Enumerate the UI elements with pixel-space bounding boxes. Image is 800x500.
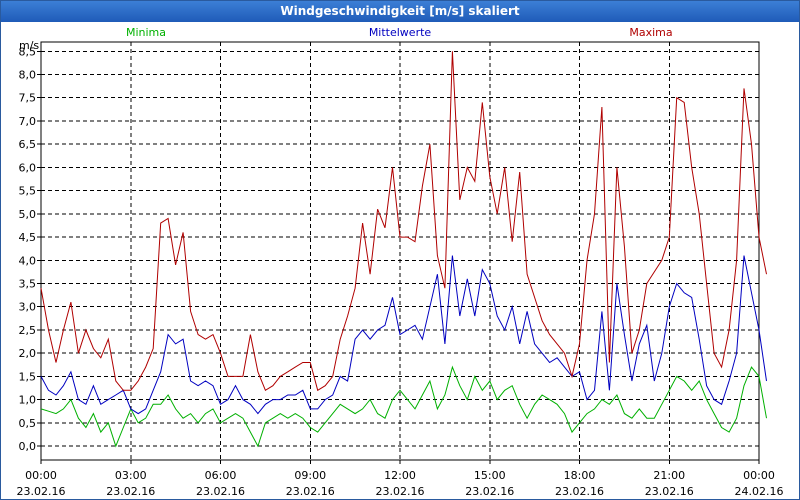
legend: Minima Mittelwerte Maxima — [126, 26, 673, 39]
y-axis-label: m/s — [19, 39, 39, 52]
y-tick-label: 4,5 — [19, 231, 37, 244]
x-tick-time: 00:00 — [25, 469, 57, 482]
y-axis-ticks: 0,0 0,5 1,0 1,5 2,0 2,5 3,0 3,5 4,0 4,5 5,0 5,5 6,0 6… — [19, 45, 41, 453]
legend-entry-mittelwerte: Mittelwerte — [369, 26, 432, 39]
grid — [41, 42, 759, 460]
y-tick-label: 5,0 — [19, 208, 37, 221]
x-tick-time: 21:00 — [653, 469, 685, 482]
y-tick-label: 2,0 — [19, 347, 37, 360]
y-tick-label: 8,0 — [19, 69, 37, 82]
chart-title: Windgeschwindigkeit [m/s] skaliert — [1, 1, 799, 22]
x-tick-date: 23.02.16 — [465, 485, 514, 498]
x-tick-date: 23.02.16 — [286, 485, 335, 498]
plot-area — [40, 41, 760, 461]
y-tick-label: 5,5 — [19, 185, 37, 198]
x-tick-date: 23.02.16 — [645, 485, 694, 498]
y-tick-label: 1,5 — [19, 370, 37, 383]
x-tick-date: 23.02.16 — [376, 485, 425, 498]
series-line-maxima — [40, 51, 767, 392]
y-tick-label: 8,5 — [19, 45, 37, 58]
x-tick-date: 23.02.16 — [17, 485, 66, 498]
x-tick-time: 12:00 — [384, 469, 416, 482]
x-tick-time: 00:00 — [743, 469, 775, 482]
legend-entry-minima: Minima — [126, 26, 166, 39]
x-tick-time: 06:00 — [205, 469, 237, 482]
x-tick-date: 23.02.16 — [106, 485, 155, 498]
legend-entry-maxima: Maxima — [629, 26, 672, 39]
x-tick-time: 15:00 — [474, 469, 506, 482]
series-line-minima — [40, 365, 767, 448]
series-line-mittelwerte — [40, 255, 767, 415]
y-tick-label: 2,5 — [19, 324, 37, 337]
x-axis-ticks: 00:00 23.02.16 03:00 23.02.16 06:00 23.02.16 0… — [17, 460, 784, 498]
y-tick-label: 6,0 — [19, 161, 37, 174]
x-tick-time: 18:00 — [564, 469, 596, 482]
y-tick-label: 3,0 — [19, 301, 37, 314]
y-tick-label: 3,5 — [19, 278, 37, 291]
y-tick-label: 0,5 — [19, 417, 37, 430]
x-tick-date: 23.02.16 — [196, 485, 245, 498]
y-tick-label: 1,0 — [19, 394, 37, 407]
series-lines — [40, 51, 767, 448]
x-tick-date: 23.02.16 — [555, 485, 604, 498]
y-tick-label: 7,5 — [19, 92, 37, 105]
x-tick-time: 09:00 — [294, 469, 326, 482]
y-tick-label: 0,0 — [19, 440, 37, 453]
y-tick-label: 4,0 — [19, 254, 37, 267]
x-tick-date: 24.02.16 — [735, 485, 784, 498]
y-tick-label: 6,5 — [19, 138, 37, 151]
x-tick-time: 03:00 — [115, 469, 147, 482]
y-tick-label: 7,0 — [19, 115, 37, 128]
